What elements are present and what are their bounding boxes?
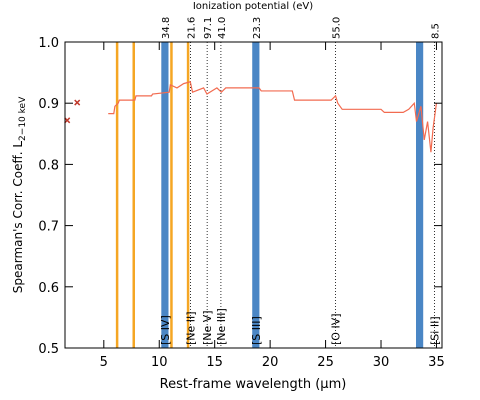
y-axis-label: Spearman's Corr. Coeff. L2−10 keV: [11, 96, 28, 293]
ionization-label: 34.8: [161, 17, 172, 39]
y-tick-label: 0.6: [38, 281, 59, 296]
ionization-label: 23.3: [252, 17, 263, 39]
line-label: [Si II]: [428, 316, 441, 345]
blue-band: [252, 42, 260, 348]
ionization-label: 8.5: [430, 23, 441, 39]
ionization-label: 97.1: [203, 17, 214, 39]
y-tick-label: 0.8: [38, 158, 59, 173]
line-label: [S IV]: [159, 315, 172, 345]
x-tick-label: 30: [373, 355, 390, 370]
x-tick-label: 25: [317, 355, 334, 370]
y-tick-label: 0.5: [38, 342, 59, 357]
point: [74, 99, 81, 106]
ionization-label: 41.0: [217, 17, 228, 39]
x-tick-label: 10: [151, 355, 168, 370]
x-tick-label: 20: [262, 355, 279, 370]
blue-band: [161, 42, 169, 348]
line-label: [Ne II]: [184, 311, 197, 345]
line-label: [Ne V]: [201, 310, 214, 345]
x-axis-label: Rest-frame wavelength (μm): [160, 377, 347, 392]
data-line: [108, 81, 438, 153]
x-tick-label: 35: [428, 355, 445, 370]
x-tick-label: 5: [100, 355, 108, 370]
y-label-subscript: 2−10 keV: [18, 96, 28, 141]
plot-frame: [64, 41, 443, 349]
line-label: [S III]: [250, 316, 263, 345]
ionization-label: 55.0: [331, 17, 342, 39]
ionization-label: 21.6: [186, 17, 197, 39]
line-label: [Ne III]: [215, 308, 228, 345]
blue-band: [416, 42, 424, 348]
y-tick-label: 1.0: [38, 36, 59, 51]
line-label: [O IV]: [329, 313, 342, 345]
top-axis-label: Ionization potential (eV): [193, 1, 313, 12]
y-label-main: Spearman's Corr. Coeff. L: [11, 141, 25, 294]
x-tick-label: 15: [206, 355, 223, 370]
point: [64, 117, 71, 124]
y-tick-label: 0.7: [38, 220, 59, 235]
y-tick-label: 0.9: [38, 97, 59, 112]
